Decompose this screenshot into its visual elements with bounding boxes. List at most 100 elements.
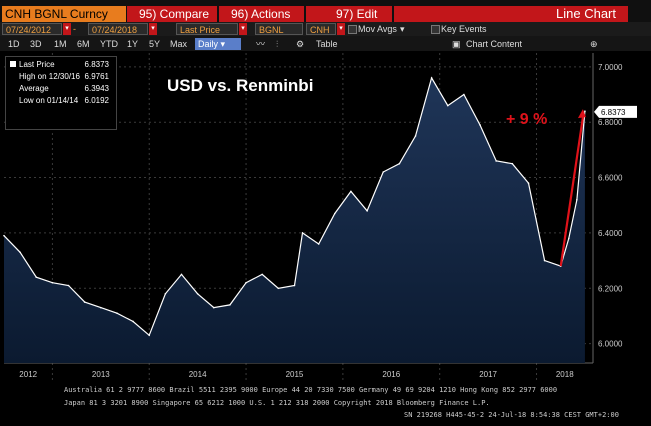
annotation-arrow — [559, 116, 585, 267]
data-point — [317, 243, 320, 245]
range-bar — [0, 36, 651, 51]
data-point — [116, 312, 118, 314]
x-tick-label: 2018 — [556, 370, 574, 379]
x-tick-label: 2017 — [479, 370, 497, 379]
chevron-down-icon[interactable]: ▾ — [337, 23, 345, 35]
calendar-icon[interactable]: ▾ — [149, 23, 157, 35]
x-tick-label: 2015 — [286, 370, 304, 379]
key-events-checkbox[interactable] — [431, 25, 440, 34]
data-point — [164, 293, 167, 295]
data-point — [196, 293, 199, 295]
end-date-field[interactable]: 07/24/2018 — [88, 23, 148, 35]
legend-low-value: 6.0192 — [84, 96, 109, 105]
data-point — [35, 276, 38, 278]
field-select[interactable]: Last Price — [176, 23, 238, 35]
y-tick-label: 6.8000 — [598, 118, 623, 127]
x-tick-label: 2013 — [92, 370, 110, 379]
zoom-icon[interactable]: ⊕ — [590, 39, 598, 49]
legend-last-price-label: Last Price — [19, 60, 55, 69]
data-point — [430, 77, 433, 79]
data-point — [245, 281, 247, 284]
legend-last-price: Last Price 6.8373 — [10, 59, 112, 71]
chevron-down-icon: ▾ — [220, 39, 226, 49]
legend-low-label: Low on 01/14/14 — [19, 96, 79, 105]
gear-icon[interactable]: ⚙ — [296, 39, 305, 49]
edit-button[interactable]: 97) Edit — [306, 6, 392, 22]
chevron-down-icon[interactable]: ▾ — [400, 24, 405, 34]
legend-last-price-value: 6.8373 — [84, 60, 109, 69]
range-1y[interactable]: 1Y — [127, 39, 139, 49]
currency-field[interactable]: CNH — [306, 23, 336, 35]
data-point — [398, 162, 401, 165]
frequency-select[interactable]: Daily ▾ — [195, 38, 241, 50]
legend-high: High on 12/30/16 6.9761 — [10, 71, 112, 83]
table-button[interactable]: Table — [316, 39, 338, 49]
start-date-field[interactable]: 07/24/2012 — [2, 23, 62, 35]
last-value-label: 6.8373 — [601, 108, 626, 117]
mov-avgs-checkbox[interactable] — [348, 25, 357, 34]
legend-average: Average 6.3943 — [10, 83, 112, 95]
actions-button[interactable]: 96) Actions — [219, 6, 304, 22]
source-field[interactable]: BGNL — [255, 23, 303, 35]
data-point — [567, 237, 570, 240]
data-point — [543, 259, 546, 262]
bar-chart-icon[interactable]: ⫶ — [276, 39, 279, 49]
y-tick-label: 6.2000 — [598, 284, 623, 293]
line-chart-icon[interactable]: 〰 — [256, 39, 266, 49]
data-point — [19, 251, 21, 254]
y-tick-label: 7.0000 — [598, 63, 623, 72]
x-tick-label: 2014 — [189, 370, 207, 379]
data-point — [67, 284, 70, 287]
footer-copyright-line: Japan 81 3 3201 8900 Singapore 65 6212 1… — [64, 399, 490, 407]
annotation-label: + 9 % — [506, 111, 547, 128]
data-point — [51, 281, 54, 284]
data-point — [261, 273, 263, 276]
data-point — [350, 190, 352, 193]
legend-average-value: 6.3943 — [84, 84, 109, 93]
legend-high-value: 6.9761 — [84, 72, 109, 81]
data-point — [495, 160, 497, 162]
data-point — [148, 334, 151, 337]
chart-content-icon[interactable]: ▣ — [452, 39, 461, 49]
mov-avgs-label: Mov Avgs — [358, 24, 397, 34]
x-tick-label: 2012 — [19, 370, 37, 379]
chart-content-button[interactable]: Chart Content — [466, 39, 523, 49]
y-tick-label: 6.6000 — [598, 174, 623, 183]
compare-button[interactable]: 95) Compare — [127, 6, 217, 22]
calendar-icon[interactable]: ▾ — [63, 23, 71, 35]
y-tick-label: 6.4000 — [598, 229, 623, 238]
data-point — [3, 234, 5, 237]
chart-legend: Last Price 6.8373 High on 12/30/16 6.976… — [5, 56, 117, 130]
ticker-field[interactable]: CNH BGNL Curncy — [2, 6, 126, 22]
data-point — [576, 198, 578, 201]
range-1m[interactable]: 1M — [54, 39, 67, 49]
range-3d[interactable]: 3D — [30, 39, 42, 49]
x-tick-label: 2016 — [382, 370, 400, 379]
footer: Australia 61 2 9777 8600 Brazil 5511 239… — [0, 383, 651, 426]
footer-session-line: SN 219268 H445-45-2 24-Jul-18 8:54:38 CE… — [404, 411, 619, 419]
data-point — [479, 124, 481, 126]
data-point — [83, 301, 86, 303]
frequency-label: Daily — [198, 39, 219, 49]
data-point — [463, 93, 465, 96]
range-1d[interactable]: 1D — [8, 39, 20, 49]
data-point — [382, 171, 385, 173]
range-max[interactable]: Max — [170, 39, 188, 49]
y-tick-label: 6.0000 — [598, 340, 623, 349]
chevron-down-icon[interactable]: ▾ — [239, 23, 247, 35]
data-point — [100, 306, 102, 309]
range-5y[interactable]: 5Y — [149, 39, 161, 49]
series-swatch — [10, 61, 16, 67]
data-point — [277, 287, 280, 290]
data-point — [584, 110, 586, 112]
data-point — [229, 304, 231, 306]
date-separator: - — [73, 24, 76, 34]
range-ytd[interactable]: YTD — [100, 39, 118, 49]
last-value-marker — [594, 105, 637, 118]
range-6m[interactable]: 6M — [77, 39, 90, 49]
annotation-arrowhead — [577, 109, 586, 119]
data-point — [212, 306, 215, 309]
legend-high-label: High on 12/30/16 — [19, 72, 80, 81]
data-point — [180, 273, 183, 276]
data-point — [511, 162, 514, 165]
